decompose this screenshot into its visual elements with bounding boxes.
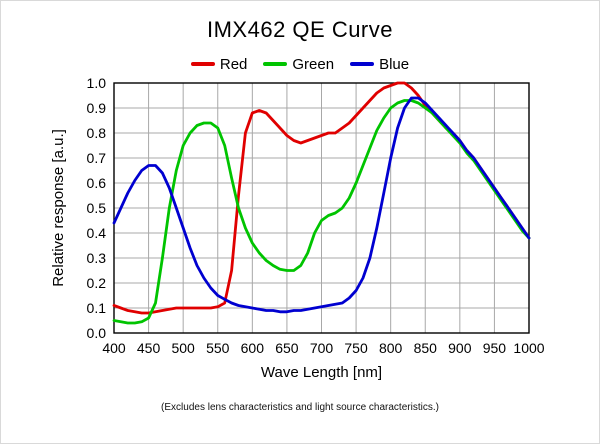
- x-tick-label: 550: [206, 340, 230, 356]
- chart-title: IMX462 QE Curve: [206, 17, 393, 42]
- x-tick-label: 850: [414, 340, 438, 356]
- qe-curve-chart: 400 450 500 550 600 650 700 750 800 850 900 950 1000…: [50, 75, 545, 381]
- x-tick-label: 500: [171, 340, 195, 356]
- y-axis-title: Relative response [a.u.]: [50, 129, 67, 287]
- x-tick-label: 800: [379, 340, 403, 356]
- plot-border: [113, 82, 530, 334]
- x-tick-label: 1000: [513, 340, 544, 356]
- footnote: (Excludes lens characteristics and light…: [161, 402, 439, 413]
- x-tick-label: 450: [137, 340, 161, 356]
- y-tick-label: 0.9: [87, 100, 107, 116]
- y-tick-label: 0.0: [87, 325, 107, 341]
- y-tick-label: 0.2: [87, 275, 107, 291]
- y-tick-label: 0.7: [87, 150, 107, 166]
- y-tick-label: 0.4: [87, 225, 107, 241]
- x-tick-label: 950: [483, 340, 507, 356]
- legend-item-blue: Blue: [350, 56, 409, 73]
- blue-line-swatch: [350, 62, 375, 66]
- x-tick-label: 700: [310, 340, 334, 356]
- x-tick-label: 600: [241, 340, 265, 356]
- red-line-swatch: [190, 62, 215, 66]
- y-tick-label: 1.0: [87, 75, 107, 91]
- legend: Red Green Blue: [1, 55, 599, 73]
- y-tick-label: 0.1: [87, 300, 107, 316]
- y-tick-label: 0.8: [87, 125, 107, 141]
- legend-item-green: Green: [263, 56, 334, 73]
- green-line-swatch: [263, 62, 288, 66]
- y-tick-label: 0.5: [87, 200, 107, 216]
- x-tick-label: 750: [344, 340, 368, 356]
- legend-label-red: Red: [219, 55, 248, 73]
- legend-item-red: Red: [190, 55, 248, 73]
- legend-label-blue: Blue: [379, 55, 410, 73]
- x-tick-label: 400: [102, 340, 126, 356]
- y-tick-label: 0.3: [87, 250, 107, 266]
- x-tick-label: 650: [275, 340, 299, 356]
- legend-label-green: Green: [292, 55, 335, 73]
- y-tick-label: 0.6: [87, 175, 107, 191]
- x-tick-label: 900: [448, 340, 472, 356]
- green-series-line: [112, 99, 531, 325]
- chart-area: 400 450 500 550 600 650 700 750 800 850 900 950 1000…: [1, 75, 599, 388]
- blue-series-line: [112, 96, 531, 314]
- x-axis-title: Wave Length [nm]: [261, 364, 382, 381]
